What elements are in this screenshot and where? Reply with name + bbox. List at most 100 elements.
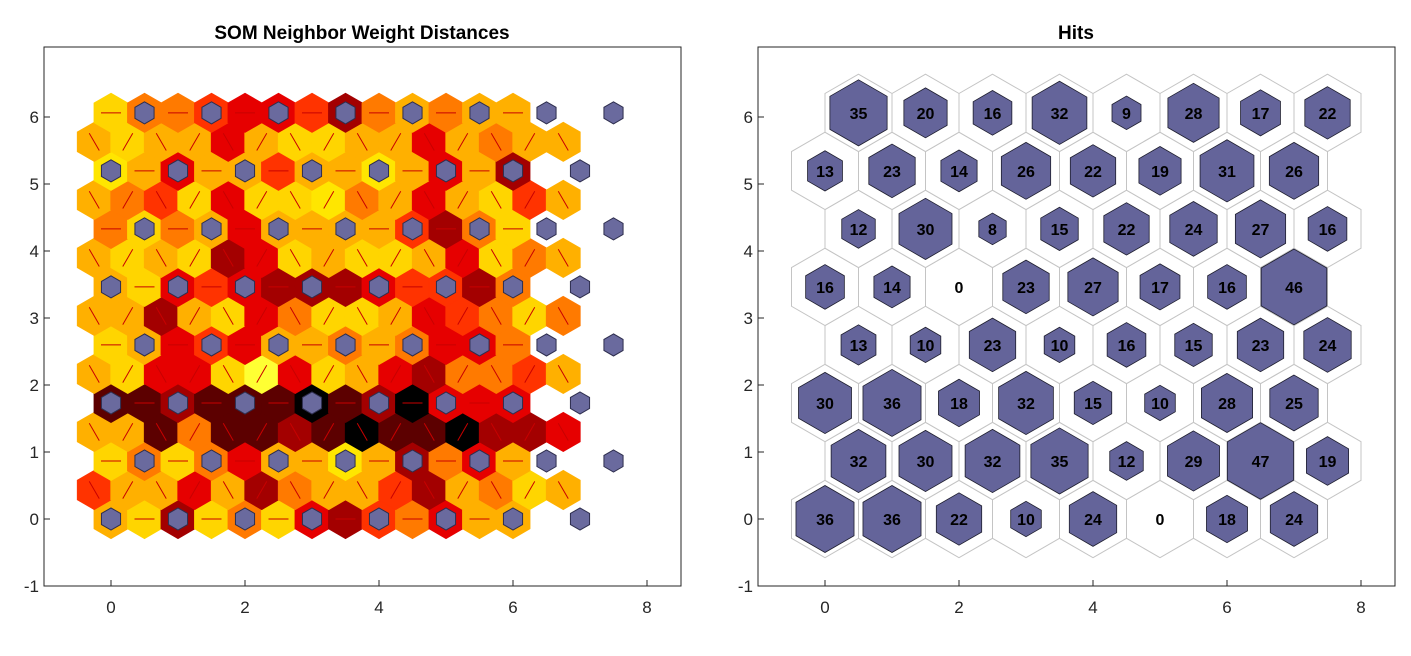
- axes-box: [43, 46, 682, 587]
- neuron-marker: [402, 217, 423, 241]
- connection-line: [524, 248, 536, 267]
- hit-hexagon: [1240, 89, 1281, 137]
- hit-count-label: 12: [850, 222, 868, 239]
- neuron-marker: [469, 101, 490, 125]
- connection-line: [557, 248, 569, 267]
- neuron-marker: [569, 159, 591, 183]
- hit-count-label: 36: [883, 396, 901, 413]
- connection-line: [189, 190, 201, 209]
- hit-count-label: 20: [917, 106, 935, 123]
- x-tick-label: 0: [106, 598, 115, 617]
- connection-line: [457, 423, 469, 441]
- neuron-marker: [569, 391, 591, 415]
- connection-line: [390, 365, 402, 383]
- hit-count-label: 23: [1252, 338, 1270, 355]
- hit-hexagon: [798, 371, 852, 435]
- hit-count-label: 22: [1319, 106, 1337, 123]
- connection-line: [423, 423, 435, 441]
- y-tick-label: 4: [30, 242, 39, 261]
- hit-hexagon: [903, 87, 948, 139]
- connection-line: [490, 365, 502, 383]
- hit-count-label: 9: [1122, 106, 1131, 123]
- hit-hexagon: [862, 368, 922, 437]
- neuron-marker: [402, 101, 423, 125]
- chart-title: Hits: [1058, 23, 1094, 44]
- neuron-marker: [234, 507, 256, 531]
- connection-line: [88, 481, 100, 499]
- hit-count-label: 29: [1185, 454, 1203, 471]
- connection-line: [222, 248, 234, 267]
- hit-hexagon: [1030, 427, 1089, 495]
- y-tick-label: 2: [30, 376, 39, 395]
- connection-line: [323, 307, 335, 325]
- x-tick-label: 0: [820, 598, 829, 617]
- y-tick-label: 1: [744, 443, 753, 462]
- connection-line: [122, 423, 134, 441]
- neuron-marker: [134, 333, 155, 357]
- neuron-marker: [435, 391, 457, 415]
- hit-hexagon: [829, 79, 888, 147]
- hit-hexagon: [1000, 141, 1052, 200]
- hit-hexagon: [1304, 86, 1351, 140]
- connection-line: [256, 248, 268, 267]
- hit-hexagon: [873, 265, 911, 309]
- connection-line: [490, 248, 502, 267]
- connection-line: [323, 423, 335, 441]
- neuron-marker: [201, 449, 222, 473]
- connection-line: [323, 365, 335, 383]
- hit-count-label: 32: [850, 454, 868, 471]
- hit-hexagon: [1068, 491, 1118, 547]
- hit-count-label: 32: [1051, 106, 1069, 123]
- connection-line: [222, 132, 234, 151]
- hit-hexagon: [909, 326, 942, 364]
- neuron-marker: [167, 159, 189, 183]
- connection-line: [457, 307, 469, 325]
- som-neighbor-distances-chart: 0 2 4 6 8 -1 0 1 2 3 4 5 6 SOM Neighbor Weight Dista…: [24, 23, 682, 617]
- neuron-marker: [268, 217, 289, 241]
- connection-line: [122, 307, 134, 325]
- neuron-marker: [502, 159, 524, 183]
- hit-count-label: 15: [1084, 396, 1102, 413]
- y-tick-label: 3: [30, 309, 39, 328]
- hit-count-label: 32: [984, 454, 1002, 471]
- hit-hexagon: [1268, 141, 1320, 200]
- connection-line: [390, 307, 402, 325]
- x-tick-label: 2: [240, 598, 249, 617]
- hit-hexagon: [1269, 374, 1319, 432]
- hit-count-label: 19: [1151, 164, 1169, 181]
- neuron-marker: [167, 391, 189, 415]
- connection-line: [356, 132, 368, 151]
- x-tick-label: 8: [1356, 598, 1365, 617]
- hit-count-label: 28: [1218, 396, 1236, 413]
- hit-hexagon: [1269, 491, 1319, 547]
- neuron-marker: [201, 333, 222, 357]
- y-tick-label: -1: [738, 577, 753, 596]
- connection-line: [557, 423, 569, 441]
- hit-count-label: 16: [1319, 222, 1337, 239]
- neuron-marker: [100, 391, 122, 415]
- connection-line: [222, 190, 234, 209]
- hit-hexagon: [1109, 441, 1144, 481]
- connection-line: [256, 190, 268, 209]
- connection-line: [189, 365, 201, 383]
- hit-count-label: 14: [883, 280, 901, 297]
- plot-area: 36 36 22 10 24 0 18 24 32 30 32 35 12 29 47 19 30 36 18 32 1…: [791, 73, 1362, 559]
- connection-line: [390, 190, 402, 209]
- y-tick-label: 0: [744, 510, 753, 529]
- connection-line: [423, 365, 435, 383]
- connection-line: [122, 248, 134, 267]
- y-tick-label: 5: [30, 175, 39, 194]
- connection-line: [289, 248, 301, 267]
- neuron-marker: [201, 217, 222, 241]
- y-tick-label: 6: [30, 108, 39, 127]
- hit-hexagon: [805, 264, 845, 310]
- hit-count-label: 16: [816, 280, 834, 297]
- hit-hexagon: [1207, 264, 1247, 310]
- neuron-marker: [469, 333, 490, 357]
- hit-count-label: 10: [917, 338, 935, 355]
- connection-line: [490, 481, 502, 499]
- connection-line: [189, 423, 201, 441]
- hit-hexagon: [935, 492, 983, 546]
- neuron-marker: [536, 449, 557, 473]
- hit-hexagon: [938, 378, 980, 428]
